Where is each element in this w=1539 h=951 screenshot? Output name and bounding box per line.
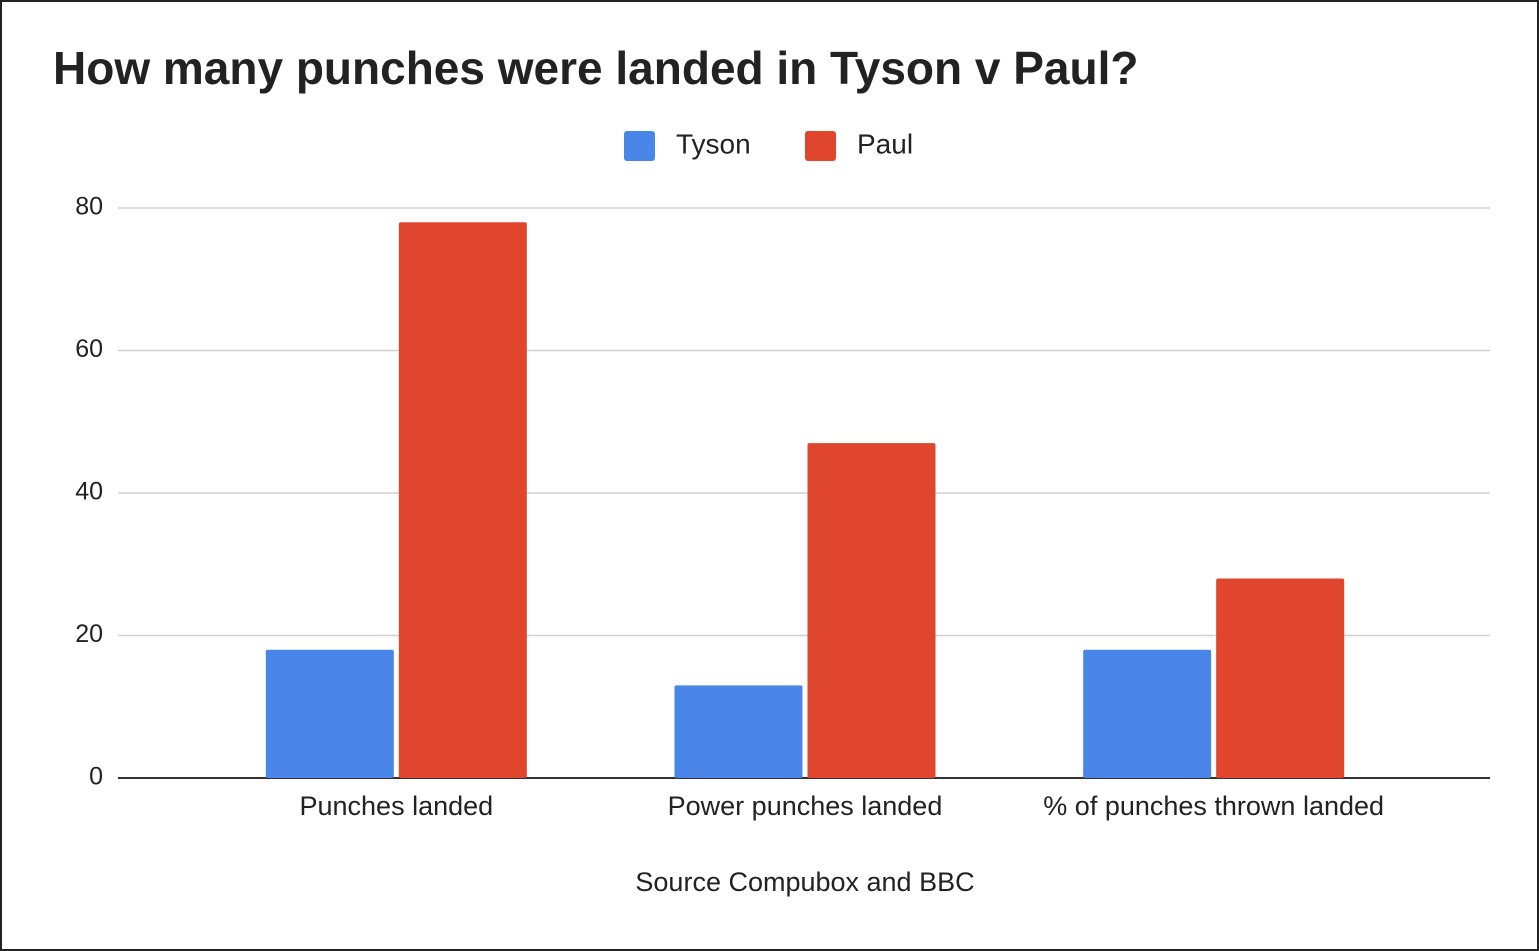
legend-label: Paul xyxy=(857,128,913,159)
bar xyxy=(674,685,803,778)
y-tick-label: 80 xyxy=(75,193,103,221)
y-tick-label: 60 xyxy=(75,335,103,363)
chart-title: How many punches were landed in Tyson v … xyxy=(53,42,1139,94)
y-tick-label: 40 xyxy=(75,478,103,506)
bar xyxy=(1216,578,1345,778)
bar xyxy=(398,222,527,778)
legend-swatch xyxy=(624,131,655,161)
y-tick-label: 20 xyxy=(75,620,103,648)
bar xyxy=(807,443,936,778)
bar xyxy=(1083,649,1212,778)
y-tick-label: 0 xyxy=(89,763,103,791)
bar xyxy=(265,649,394,778)
legend-swatch xyxy=(805,131,836,161)
x-tick-label: Punches landed xyxy=(300,791,494,821)
x-axis-label: Source Compubox and BBC xyxy=(635,867,974,897)
legend-label: Tyson xyxy=(676,128,751,159)
x-tick-label: Power punches landed xyxy=(668,791,943,821)
x-tick-label: % of punches thrown landed xyxy=(1043,791,1384,821)
